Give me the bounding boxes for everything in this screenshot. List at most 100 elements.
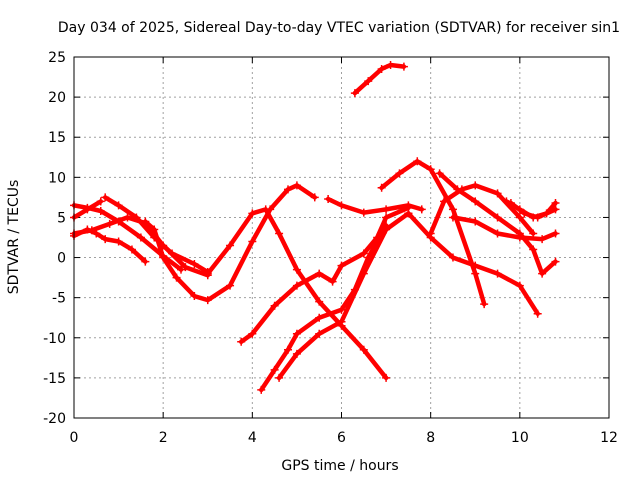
data-point-marker — [96, 197, 105, 206]
data-point-marker — [506, 199, 515, 208]
data-point-marker — [132, 213, 141, 222]
data-point-marker — [190, 292, 199, 301]
data-point-marker — [248, 209, 257, 218]
data-point-marker — [515, 213, 524, 222]
data-point-marker — [359, 269, 368, 278]
data-point-marker — [96, 207, 105, 216]
data-point-marker — [440, 197, 449, 206]
data-point-marker — [377, 183, 386, 192]
data-point-marker — [533, 213, 542, 222]
data-point-marker — [404, 201, 413, 210]
series-track-12 — [350, 61, 408, 98]
data-point-marker — [275, 229, 284, 238]
data-point-marker — [382, 205, 391, 214]
data-point-marker — [551, 229, 560, 238]
series-line — [437, 171, 558, 276]
data-point-marker — [315, 269, 324, 278]
x-tick-label: 4 — [248, 430, 257, 446]
data-point-marker — [101, 193, 110, 202]
y-tick-label: -15 — [43, 371, 66, 387]
data-point-marker — [453, 185, 462, 194]
data-point-marker — [529, 245, 538, 254]
data-point-marker — [226, 281, 235, 290]
data-point-marker — [101, 235, 110, 244]
y-tick-label: 10 — [48, 170, 66, 186]
data-point-marker — [83, 205, 92, 214]
data-point-marker — [141, 217, 150, 226]
data-point-marker — [315, 297, 324, 306]
data-point-marker — [123, 213, 132, 222]
data-point-marker — [248, 237, 257, 246]
data-point-marker — [292, 349, 301, 358]
data-point-marker — [417, 205, 426, 214]
data-point-marker — [292, 265, 301, 274]
y-tick-label: -10 — [43, 331, 66, 347]
data-point-marker — [270, 365, 279, 374]
data-point-marker — [337, 261, 346, 270]
data-point-marker — [493, 189, 502, 198]
data-point-marker — [310, 193, 319, 202]
data-point-marker — [493, 269, 502, 278]
x-tick-label: 12 — [600, 430, 618, 446]
data-point-marker — [382, 373, 391, 382]
data-point-marker — [270, 301, 279, 310]
data-point-marker — [275, 373, 284, 382]
data-point-marker — [284, 185, 292, 194]
data-point-marker — [471, 261, 480, 270]
y-tick-label: 0 — [57, 251, 66, 267]
chart-title: Day 034 of 2025, Sidereal Day-to-day VTE… — [58, 20, 620, 36]
data-point-marker — [493, 229, 502, 238]
data-point-marker — [359, 345, 368, 354]
y-tick-label: 15 — [48, 130, 66, 146]
data-point-marker — [448, 213, 457, 222]
data-point-marker — [382, 213, 391, 222]
data-point-marker — [261, 205, 270, 214]
x-tick-label: 0 — [70, 430, 79, 446]
x-tick-label: 10 — [511, 430, 529, 446]
data-point-marker — [203, 296, 212, 305]
series-track-3 — [70, 225, 150, 266]
data-point-marker — [399, 62, 408, 71]
data-point-marker — [315, 313, 324, 322]
data-point-marker — [337, 305, 346, 314]
data-point-marker — [448, 253, 457, 262]
y-axis-label: SDTVAR / TECUs — [6, 180, 22, 295]
data-point-marker — [159, 253, 168, 262]
data-point-marker — [248, 329, 257, 338]
series-line — [406, 211, 540, 316]
data-point-marker — [168, 249, 177, 258]
data-point-marker — [493, 213, 502, 222]
data-point-marker — [203, 269, 212, 278]
data-point-marker — [413, 157, 422, 166]
data-point-marker — [292, 329, 301, 338]
data-point-marker — [377, 65, 386, 74]
data-point-marker — [257, 385, 266, 394]
x-tick-label: 2 — [159, 430, 168, 446]
y-tick-label: -20 — [43, 411, 66, 427]
data-point-marker — [114, 201, 123, 210]
data-point-marker — [529, 229, 538, 238]
data-point-marker — [471, 197, 480, 206]
data-point-marker — [551, 257, 560, 266]
data-point-marker — [172, 273, 181, 282]
data-point-marker — [395, 169, 404, 178]
x-axis-label: GPS time / hours — [281, 458, 398, 474]
data-point-marker — [471, 217, 480, 226]
data-point-marker — [292, 281, 301, 290]
y-tick-label: -5 — [52, 291, 66, 307]
data-point-marker — [150, 225, 159, 234]
data-point-marker — [237, 337, 246, 346]
data-point-marker — [538, 235, 547, 244]
data-point-marker — [382, 225, 391, 234]
data-point-marker — [502, 197, 511, 206]
series-track-17 — [448, 213, 560, 244]
data-point-marker — [83, 225, 92, 234]
x-tick-label: 6 — [337, 430, 346, 446]
axis-ticks: 0 2 4 6 8 10 12 -20 -15 -10 -5 0 5 10 15 20 25 — [43, 50, 618, 446]
data-series — [70, 61, 560, 394]
series-track-19 — [506, 199, 560, 222]
data-point-marker — [284, 345, 292, 354]
data-point-marker — [480, 300, 489, 309]
series-track-13 — [377, 157, 489, 309]
